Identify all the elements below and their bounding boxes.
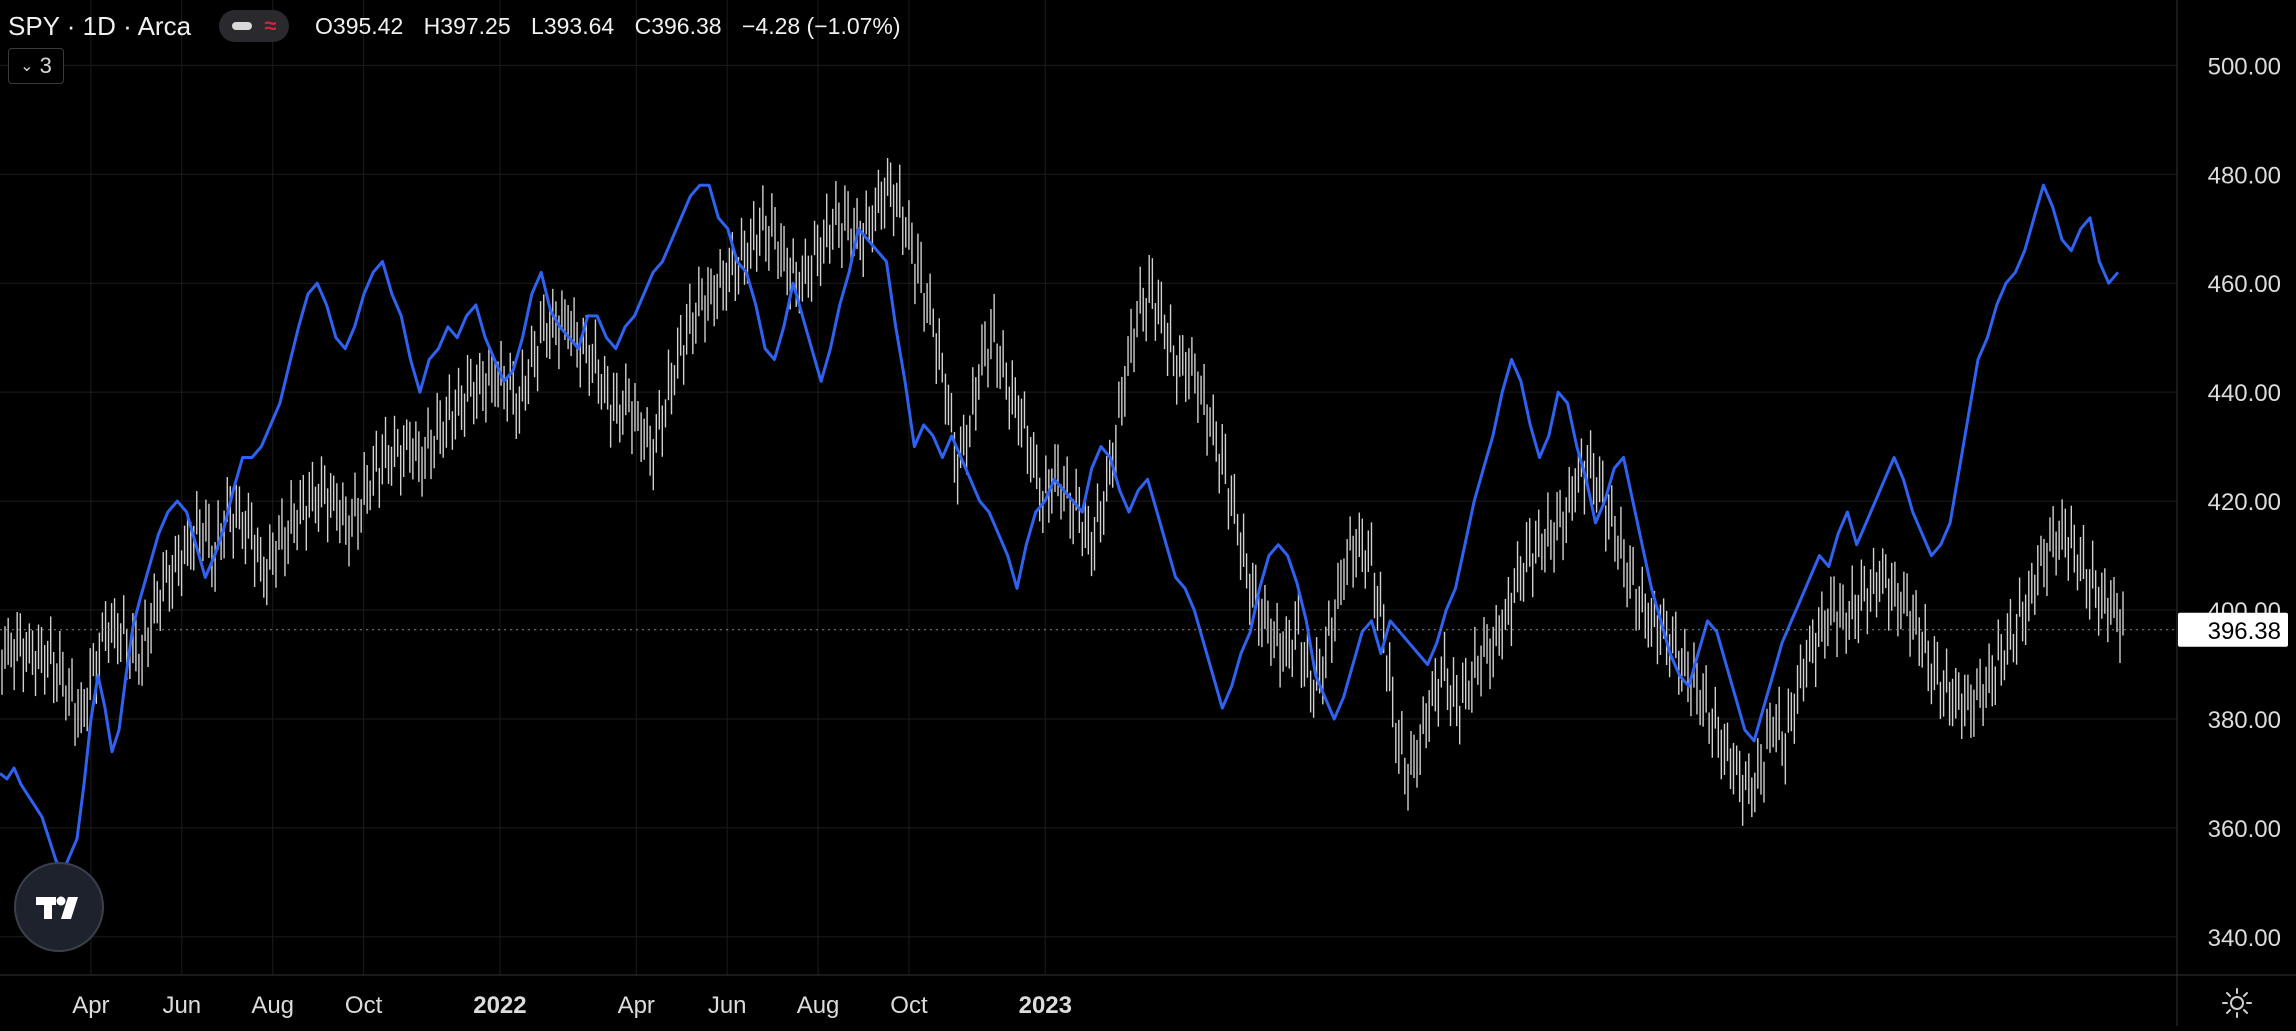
indicator-count: 3 [39, 53, 52, 78]
wave-icon: ≈ [264, 13, 277, 38]
ohlc-readout: O395.42 H397.25 L393.64 C396.38 −4.28 (−… [315, 13, 915, 40]
open-label: O [315, 12, 333, 39]
visibility-toggle[interactable]: ≈ [219, 10, 290, 42]
overlay-line-series [0, 183, 2120, 873]
last-price-tag [2178, 612, 2288, 647]
price-tick-label: 480.00 [2208, 162, 2281, 189]
close-label: C [634, 12, 652, 39]
close-value: 396.38 [651, 12, 722, 39]
time-tick-label: Aug [251, 992, 294, 1019]
change-value: −4.28 (−1.07%) [741, 12, 901, 39]
indicators-collapse-button[interactable]: ⌄ 3 [8, 48, 64, 84]
time-tick-label: Jun [708, 992, 747, 1019]
symbol-legend: SPY · 1D · Arca ≈ O395.42 H397.25 L393.6… [8, 8, 915, 44]
spy-candles [1, 157, 2124, 826]
high-value: 397.25 [440, 12, 511, 39]
price-tick-label: 380.00 [2208, 707, 2281, 734]
time-tick-label: Oct [890, 992, 928, 1019]
price-tick-label: 360.00 [2208, 816, 2281, 843]
time-tick-label: 2023 [1019, 992, 1072, 1019]
time-tick-label: Oct [345, 992, 383, 1019]
low-value: 393.64 [543, 12, 615, 39]
tradingview-logo-icon[interactable] [14, 862, 104, 952]
price-tick-label: 420.00 [2208, 489, 2281, 516]
time-tick-label: Aug [797, 992, 840, 1019]
price-tick-label: 500.00 [2208, 53, 2281, 80]
collapse-chevron-icon: ⌄ [20, 58, 34, 75]
settings-gear-icon[interactable] [2220, 986, 2254, 1020]
price-tick-label: 460.00 [2208, 271, 2281, 298]
price-tick-label: 340.00 [2208, 925, 2281, 952]
open-value: 395.42 [332, 12, 404, 39]
low-label: L [531, 12, 544, 39]
time-tick-label: Apr [618, 992, 655, 1019]
time-tick-label: Apr [72, 992, 109, 1019]
price-tick-label: 440.00 [2208, 380, 2281, 407]
time-tick-label: 2022 [473, 992, 526, 1019]
visibility-eye-icon [231, 22, 252, 30]
high-label: H [423, 12, 441, 39]
time-tick-label: Jun [162, 992, 201, 1019]
last-price-label: 396.38 [2208, 618, 2281, 645]
symbol-title[interactable]: SPY · 1D · Arca [8, 10, 192, 41]
overlay-line [0, 183, 2120, 873]
